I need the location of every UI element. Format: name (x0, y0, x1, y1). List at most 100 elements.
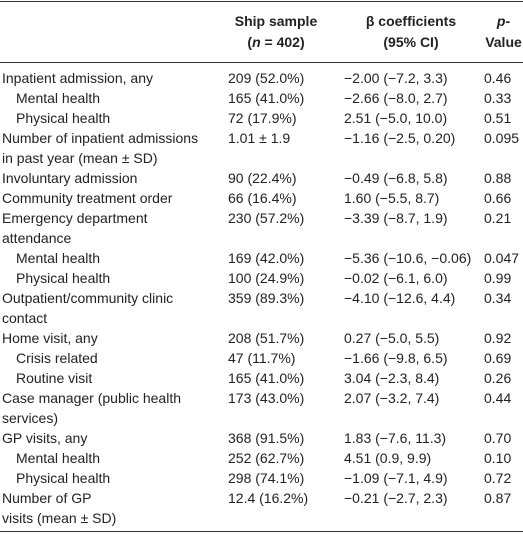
header-text: ( (247, 34, 253, 50)
table-cell: −1.09 (−7.1, 4.9) (344, 470, 448, 486)
row-label: Routine visit (0, 368, 212, 388)
label-line: Outpatient/community clinic (2, 290, 174, 306)
table-cell: −4.10 (−12.6, 4.4) (344, 290, 456, 306)
table-cell: 1.83 (−7.6, 11.3) (344, 430, 447, 446)
table-cell: −2.00 (−7.2, 3.3) (344, 70, 448, 86)
table-cell: −0.02 (−6.1, 6.0) (344, 270, 448, 286)
label-wrap: Case manager (public health services) (2, 388, 212, 428)
label-line: Number of inpatient admissions (2, 130, 199, 146)
table-cell: 47 (11.7%) (228, 350, 296, 366)
table-cell: 173 (43.0%) (228, 390, 305, 406)
label-wrap: Physical health (2, 108, 212, 128)
header-line: p-Value (482, 11, 523, 53)
table-row: Physical health 72 (17.9%) 2.51 (−5.0, 10.… (0, 108, 523, 128)
label-line: Inpatient admission, any (2, 70, 153, 86)
label-wrap: Physical health (2, 268, 212, 288)
label-line: attendance (2, 230, 72, 246)
table-cell: 0.46 (484, 70, 512, 86)
table-cell: 0.26 (484, 370, 512, 386)
table-cell: 0.99 (484, 270, 512, 286)
table-cell: 0.69 (484, 350, 512, 366)
row-label: Emergency department attendance (0, 208, 212, 248)
label-line: in past year (mean ± SD) (2, 150, 158, 166)
table-cell: 0.72 (484, 470, 512, 486)
table-cell: 0.87 (484, 490, 512, 506)
label-line: Case manager (public health (2, 390, 181, 406)
label-wrap: Emergency department attendance (2, 208, 212, 248)
row-label: Physical health (0, 468, 212, 488)
table-cell: 90 (22.4%) (228, 170, 297, 186)
header-line: Ship sample (212, 11, 340, 32)
table-row: Number of GP visits (mean ± SD) 12.4 (16.2… (0, 488, 523, 532)
table-cell: 359 (89.3%) (228, 290, 305, 306)
table-cell: −1.66 (−9.8, 6.5) (344, 350, 448, 366)
table-cell: 0.70 (484, 430, 512, 446)
table-cell: −1.16 (−2.5, 0.20) (344, 130, 456, 146)
table-cell: 368 (91.5%) (228, 430, 305, 446)
label-line: Community treatment order (2, 190, 173, 206)
table-cell: 2.51 (−5.0, 10.0) (344, 110, 448, 126)
table-row: Crisis related 47 (11.7%) −1.66 (−9.8, 6.5… (0, 348, 523, 368)
row-label: Case manager (public health services) (0, 388, 212, 428)
row-label: Crisis related (0, 348, 212, 368)
table-cell: 0.66 (484, 190, 512, 206)
label-line: Physical health (16, 470, 111, 486)
table-row: Home visit, any 208 (51.7%) 0.27 (−5.0, 5.… (0, 328, 523, 348)
column-header (0, 1, 212, 63)
table-cell: 208 (51.7%) (228, 330, 305, 346)
label-wrap: GP visits, any (2, 428, 212, 448)
label-line: Crisis related (16, 350, 98, 366)
column-header: Ship sample (n = 402) (212, 1, 340, 63)
header-text: = 402) (260, 34, 305, 50)
table-cell: 0.34 (484, 290, 512, 306)
table-cell: 72 (17.9%) (228, 110, 297, 126)
header-line: (95% CI) (340, 32, 482, 53)
table-body: Inpatient admission, any 209 (52.0%) −2.00… (0, 63, 523, 532)
table-cell: 165 (41.0%) (228, 90, 305, 106)
column-header: p-Value (482, 1, 523, 63)
label-line: Physical health (16, 110, 111, 126)
label-line: Mental health (16, 250, 101, 266)
label-line: Number of GP (2, 490, 92, 506)
table-row: GP visits, any 368 (91.5%) 1.83 (−7.6, 11.… (0, 428, 523, 448)
table-row: Physical health 298 (74.1%) −1.09 (−7.1, 4… (0, 468, 523, 488)
label-wrap: Mental health (2, 248, 212, 268)
table-cell: −0.21 (−2.7, 2.3) (344, 490, 448, 506)
label-line: contact (2, 310, 48, 326)
table-row: Outpatient/community clinic contact 359 (8… (0, 288, 523, 328)
label-line: Mental health (16, 90, 101, 106)
table-row: Involuntary admission 90 (22.4%) −0.49 (−6… (0, 168, 523, 188)
table-row: Mental health 252 (62.7%) 4.51 (0.9, 9.9) 0… (0, 448, 523, 468)
label-wrap: Home visit, any (2, 328, 212, 348)
header-text: -Value (485, 13, 522, 50)
table-header: Ship sample (n = 402) β coefficients (95% C… (0, 1, 523, 63)
table-cell: 4.51 (0.9, 9.9) (344, 450, 432, 466)
label-wrap: Mental health (2, 88, 212, 108)
label-wrap: Physical health (2, 468, 212, 488)
table-row: Physical health 100 (24.9%) −0.02 (−6.1, 6… (0, 268, 523, 288)
table-cell: 0.33 (484, 90, 512, 106)
row-label: Mental health (0, 88, 212, 108)
row-label: Community treatment order (0, 188, 212, 208)
table-row: Mental health 165 (41.0%) −2.66 (−8.0, 2.7… (0, 88, 523, 108)
table-cell: 0.51 (484, 110, 512, 126)
row-label: Inpatient admission, any (0, 63, 212, 89)
table-cell: 165 (41.0%) (228, 370, 305, 386)
row-label: Physical health (0, 268, 212, 288)
table-cell: 0.047 (484, 250, 520, 266)
table-cell: 0.21 (484, 210, 512, 226)
label-wrap: Mental health (2, 448, 212, 468)
row-label: Outpatient/community clinic contact (0, 288, 212, 328)
table-cell: 12.4 (16.2%) (228, 490, 309, 506)
table-cell: 0.44 (484, 390, 512, 406)
table-cell: −2.66 (−8.0, 2.7) (344, 90, 448, 106)
label-wrap: Inpatient admission, any (2, 68, 212, 88)
row-label: Physical health (0, 108, 212, 128)
table-cell: 252 (62.7%) (228, 450, 305, 466)
table-cell: 298 (74.1%) (228, 470, 305, 486)
table-cell: 230 (57.2%) (228, 210, 305, 226)
row-label: Mental health (0, 248, 212, 268)
table-cell: 0.10 (484, 450, 512, 466)
table-cell: 0.88 (484, 170, 512, 186)
